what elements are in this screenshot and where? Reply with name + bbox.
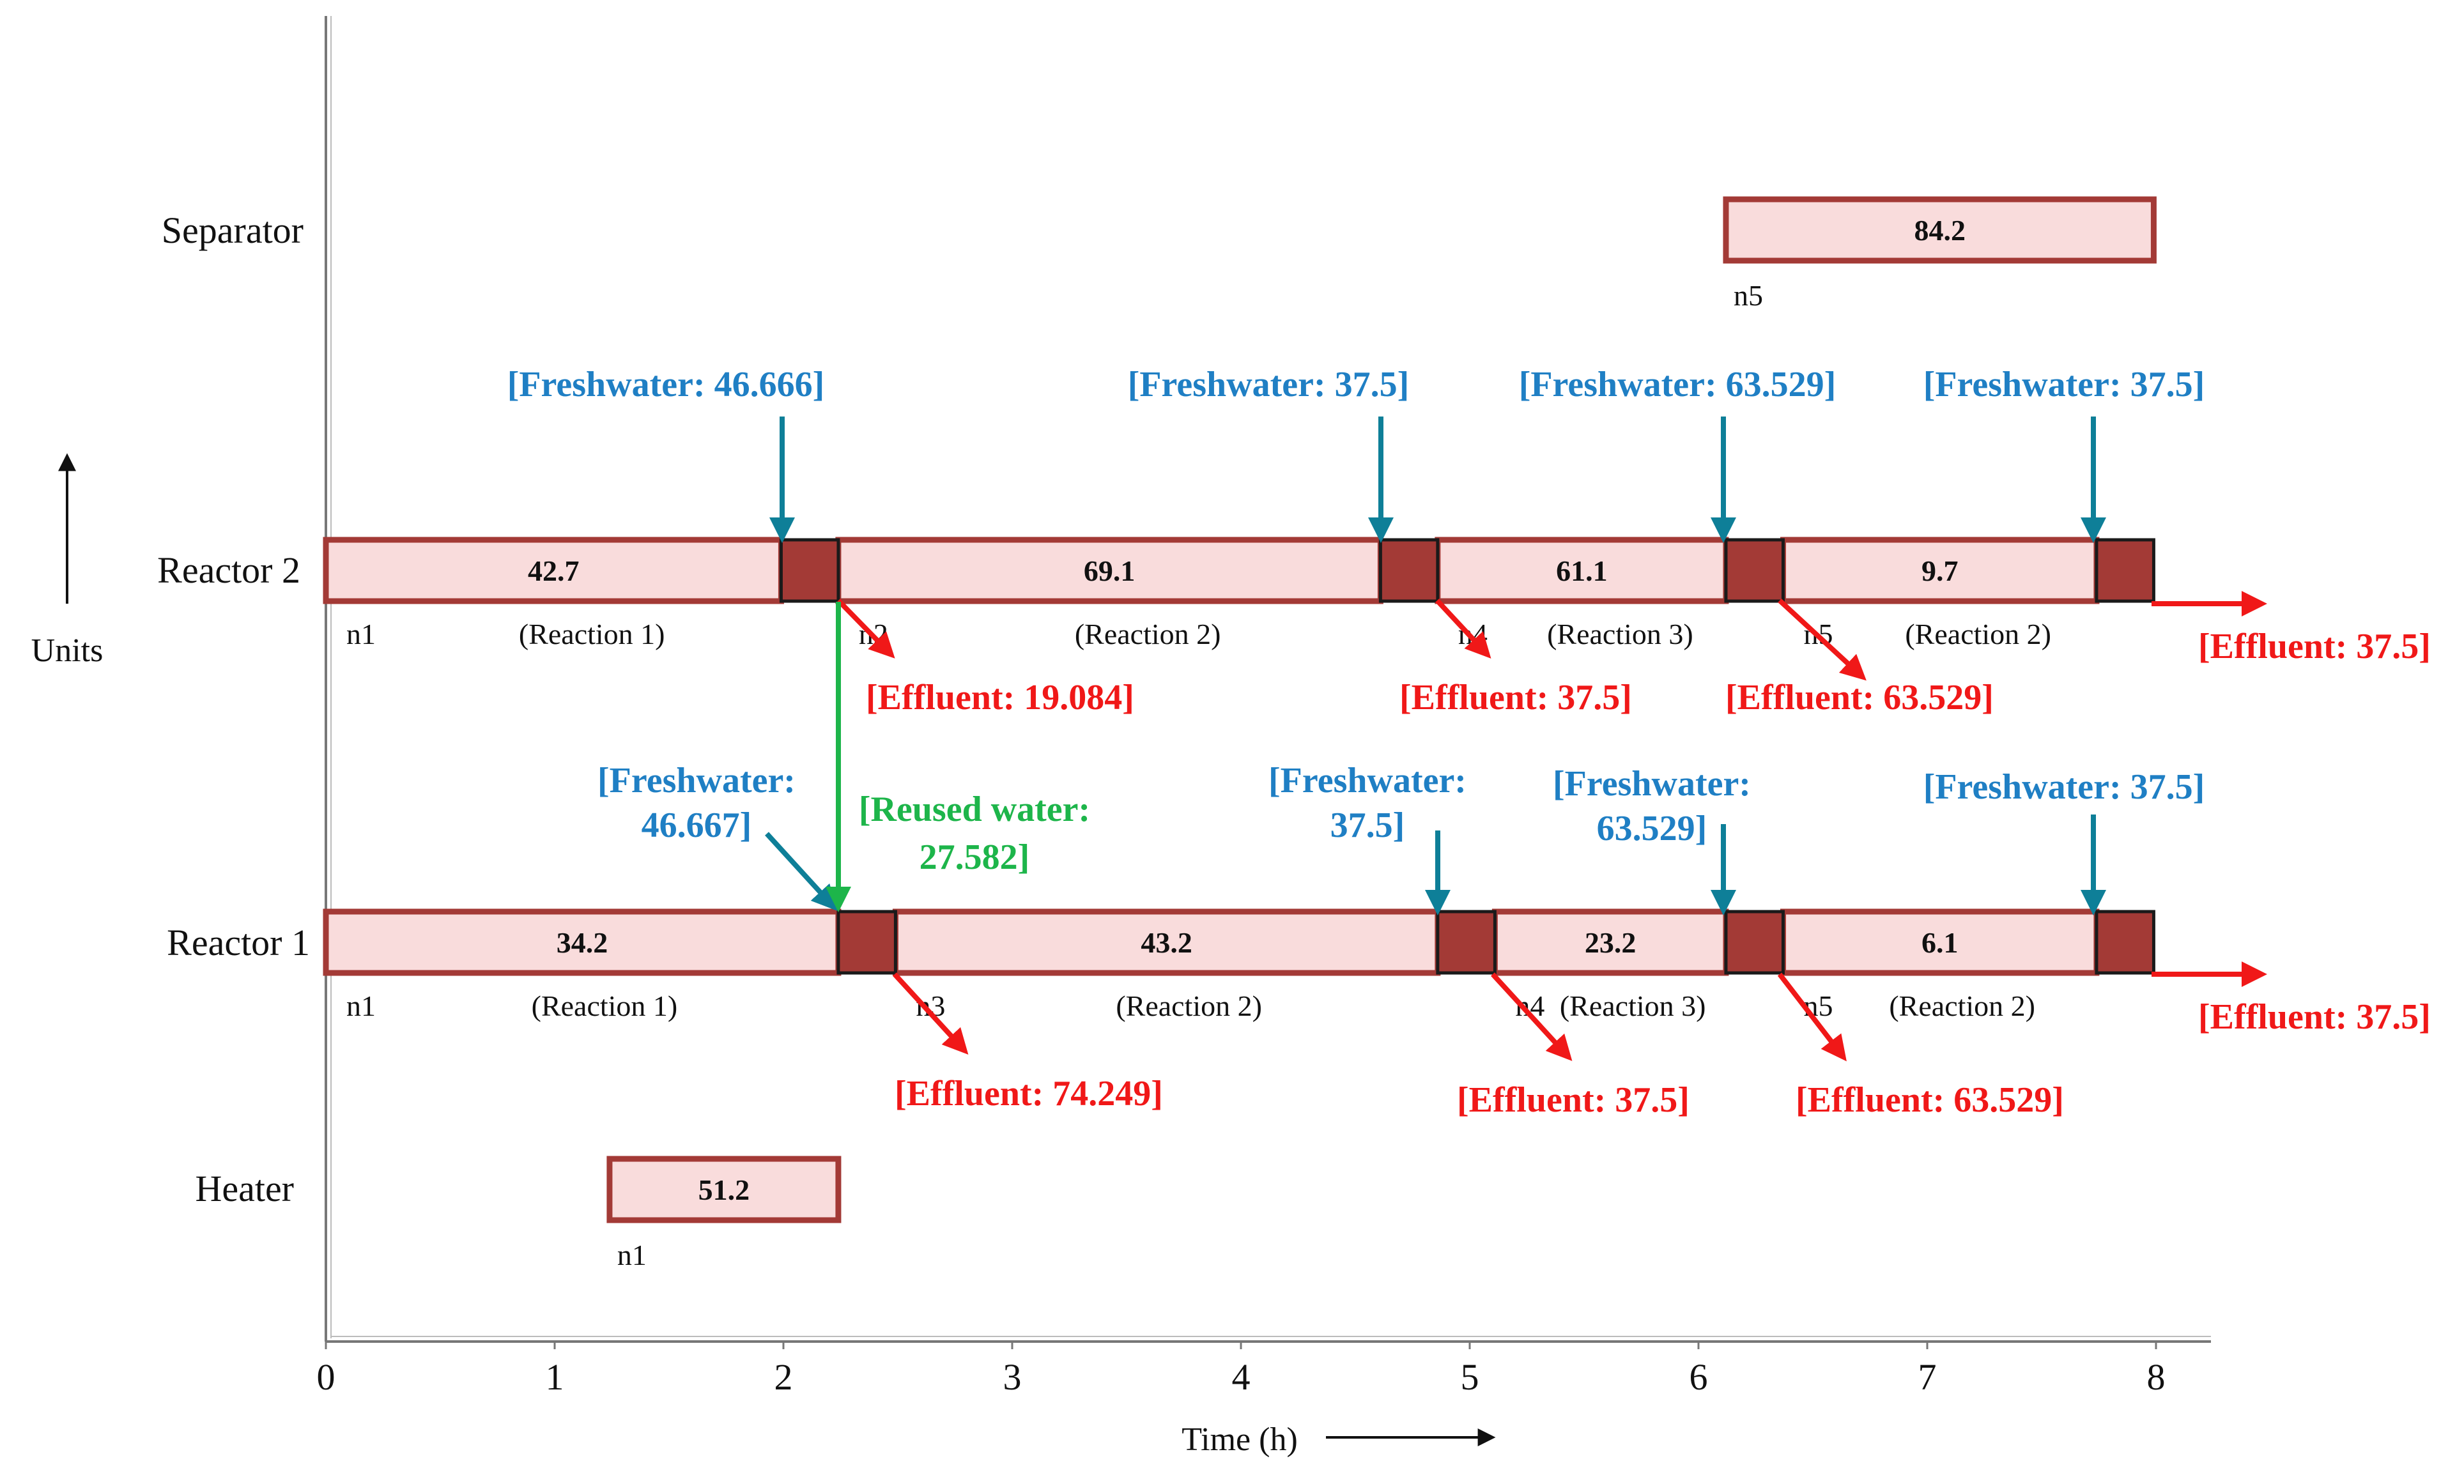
transfer-block	[779, 538, 840, 603]
effluent-arrow	[1491, 972, 1573, 1061]
reused-water-label: [Reused water:	[859, 790, 1090, 829]
task-bar	[1780, 908, 2100, 976]
effluent-arrows	[836, 591, 2267, 1062]
effluent-label: [Effluent: 63.529]	[1796, 1080, 2064, 1120]
task-value: 34.2	[557, 926, 608, 959]
freshwater-label: [Freshwater:	[597, 761, 796, 800]
reused-water-label: 27.582]	[920, 838, 1030, 877]
effluent-label: [Effluent: 63.529]	[1725, 678, 1994, 717]
unit-label-heater: Heater	[195, 1168, 294, 1209]
x-tick-label: 2	[774, 1356, 793, 1398]
x-tick-label: 5	[1461, 1356, 1479, 1398]
freshwater-arrow	[765, 832, 838, 911]
freshwater-label: 37.5]	[1330, 806, 1405, 845]
effluent-arrow	[1778, 599, 1867, 681]
reaction-label: (Reaction 3)	[1560, 990, 1706, 1022]
freshwater-label: 46.667]	[642, 806, 752, 845]
freshwater-label: [Freshwater: 37.5]	[1923, 767, 2205, 807]
freshwater-label: [Freshwater: 37.5]	[1923, 365, 2205, 404]
node-label: n1	[617, 1239, 647, 1271]
x-tick-label: 8	[2147, 1356, 2166, 1398]
effluent-label: [Effluent: 37.5]	[2198, 627, 2431, 666]
transfers-layer	[779, 538, 2155, 975]
reaction-label: (Reaction 2)	[1075, 618, 1221, 650]
x-tick-label: 3	[1003, 1356, 1022, 1398]
effluent-label: [Effluent: 37.5]	[1457, 1080, 1690, 1120]
x-tick-label: 0	[317, 1356, 335, 1398]
effluent-label: [Effluent: 37.5]	[2198, 997, 2431, 1037]
transfer-block	[2095, 910, 2155, 975]
task-bar	[1723, 196, 2157, 264]
task-value: 51.2	[698, 1174, 750, 1206]
reaction-label: (Reaction 2)	[1889, 990, 2035, 1022]
transfer-block	[1436, 910, 1497, 975]
effluent-arrow	[1435, 599, 1491, 659]
reaction-label: (Reaction 3)	[1547, 618, 1693, 650]
freshwater-label: [Freshwater: 46.666]	[507, 365, 825, 404]
transfer-block	[836, 910, 897, 975]
node-label: n1	[346, 990, 376, 1022]
task-value: 61.1	[1556, 555, 1608, 587]
effluent-label: [Effluent: 37.5]	[1399, 678, 1632, 717]
task-bar	[323, 908, 842, 976]
effluent-arrow	[836, 599, 895, 659]
reaction-label: (Reaction 2)	[1116, 990, 1262, 1022]
effluent-arrow	[893, 972, 969, 1055]
freshwater-label: 63.529]	[1597, 809, 1707, 848]
x-tick-label: 6	[1690, 1356, 1708, 1398]
effluent-arrow	[1777, 972, 1847, 1062]
freshwater-label: [Freshwater:	[1553, 764, 1751, 804]
effluent-labels: [Effluent: 19.084] [Effluent: 37.5] [Eff…	[866, 627, 2431, 1120]
transfer-block	[1378, 538, 1440, 603]
x-tick-label: 4	[1232, 1356, 1251, 1398]
x-tick-labels: 0 1 2 3 4 5 6 7 8	[317, 1342, 2166, 1398]
x-tick-label: 1	[546, 1356, 564, 1398]
unit-label-reactor-1: Reactor 1	[167, 922, 310, 963]
task-bar	[606, 1156, 842, 1223]
x-axis-title: Time (h)	[1182, 1421, 1298, 1458]
task-value: 43.2	[1141, 926, 1192, 959]
x-tick-label: 7	[1918, 1356, 1937, 1398]
freshwater-label: [Freshwater: 37.5]	[1128, 365, 1410, 404]
freshwater-labels: [Freshwater: 46.666] [Freshwater: 37.5] …	[507, 365, 2205, 848]
task-value: 23.2	[1585, 926, 1636, 959]
node-label: n1	[346, 618, 376, 650]
unit-label-reactor-2: Reactor 2	[157, 549, 300, 591]
reaction-label: (Reaction 1)	[519, 618, 665, 650]
freshwater-label: [Freshwater:	[1268, 761, 1467, 800]
effluent-label: [Effluent: 74.249]	[895, 1074, 1163, 1113]
task-value: 69.1	[1084, 555, 1136, 587]
transfer-block	[2095, 538, 2155, 603]
transfer-block	[1724, 538, 1785, 603]
y-axis-title: Units	[31, 632, 104, 669]
node-label: n4	[1458, 618, 1488, 650]
node-label: n5	[1734, 279, 1763, 312]
task-value: 84.2	[1914, 214, 1966, 247]
reaction-label: (Reaction 2)	[1905, 618, 2051, 650]
transfer-block	[1724, 910, 1785, 975]
node-label: n5	[1803, 990, 1833, 1022]
task-value: 42.7	[528, 555, 580, 587]
task-value: 6.1	[1921, 926, 1959, 959]
unit-label-separator: Separator	[162, 210, 304, 251]
freshwater-arrows	[765, 417, 2106, 915]
task-value: 9.7	[1921, 555, 1959, 587]
freshwater-label: [Freshwater: 63.529]	[1519, 365, 1836, 404]
effluent-label: [Effluent: 19.084]	[866, 678, 1134, 717]
reaction-label: (Reaction 1)	[532, 990, 678, 1022]
